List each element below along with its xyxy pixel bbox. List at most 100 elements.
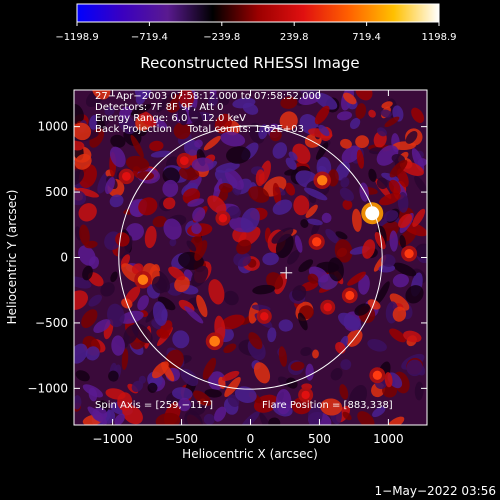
noise-blob [338,312,362,331]
noise-blob [381,101,393,109]
noise-blob [262,252,279,266]
noise-blob [399,234,406,249]
noise-blob [144,225,157,249]
noise-blob [412,208,426,228]
noise-blob [321,212,332,223]
noise-blob [110,271,118,283]
noise-blob [339,384,349,400]
noise-blob [194,139,203,148]
noise-blob [222,370,240,381]
noise-blob [76,187,99,198]
bright-source [345,290,355,300]
noise-blob [330,367,343,381]
noise-blob [168,266,186,281]
bright-source [404,248,414,259]
noise-blob [233,252,251,267]
noise-blob [398,213,413,229]
noise-blob [318,124,330,137]
noise-blob [152,118,168,129]
noise-blob [382,383,397,398]
y-tick-label: 1000 [37,120,68,134]
noise-blob [74,153,92,170]
noise-blob [355,135,369,149]
noise-blob [85,346,100,361]
noise-blob [186,240,197,252]
noise-blob [388,179,401,195]
noise-blob [135,90,147,105]
noise-blob [214,406,227,422]
y-tick-label: 0 [60,251,68,265]
colorbar [76,3,440,23]
noise-blob [88,294,102,307]
noise-blob [74,103,84,124]
noise-blob [172,387,193,400]
noise-blob [271,227,294,244]
noise-blob [305,363,314,381]
noise-blob [105,388,126,400]
noise-blob [305,204,318,218]
noise-blob [403,330,422,343]
noise-blob [336,111,353,121]
noise-blob [130,104,152,116]
noise-blob [314,105,330,125]
noise-blob [207,195,227,214]
noise-blob [356,149,365,169]
bright-source [260,312,269,321]
info-line-3: Energy Range: 6.0 − 12.0 keV [95,113,246,124]
noise-blob [223,343,237,354]
noise-blob [118,114,136,135]
noise-blob [290,361,305,371]
noise-blob [406,359,423,377]
bright-source [209,335,220,347]
noise-blob [252,284,276,295]
noise-blob [156,328,170,339]
noise-blob [74,343,88,364]
noise-blob [178,166,200,181]
spin-axis-label: Spin Axis = [259,−117] [95,400,213,411]
noise-blob [294,235,303,253]
noise-blob [178,90,194,108]
noise-blob [339,187,354,202]
noise-blob [242,102,259,115]
noise-blob [78,245,96,266]
noise-blob [165,349,184,371]
noise-blob [163,197,176,210]
noise-blob [202,357,217,380]
noise-blob [147,382,158,393]
noise-blob [74,140,85,151]
noise-blob [405,285,424,304]
noise-blob [163,218,182,240]
noise-blob [121,348,129,370]
noise-blob [156,92,175,113]
y-tick-label: −1000 [27,381,68,395]
noise-blob [109,194,124,208]
noise-blob [300,346,312,357]
noise-blob [92,407,108,422]
x-tick-label: 500 [308,432,331,446]
noise-blob [162,167,180,185]
noise-blob [307,273,319,284]
noise-blob [372,406,386,418]
noise-blob [389,293,410,311]
noise-blob [105,177,115,194]
noise-blob [196,294,208,318]
bright-source [312,237,322,247]
noise-blob [151,276,167,294]
noise-blob [137,171,154,181]
noise-blob [203,135,221,151]
noise-blob [109,146,126,168]
colorbar-tick-label: 719.4 [352,32,381,43]
colorbar-tick-label: −719.4 [131,32,168,43]
noise-blob [340,359,352,371]
noise-blob [138,197,158,216]
noise-blob [384,372,393,388]
bright-source [121,171,131,181]
noise-blob [78,203,97,222]
noise-blob [375,281,390,305]
noise-blob [138,110,157,127]
noise-blob [340,138,352,149]
colorbar-tick-label: −239.8 [203,32,240,43]
noise-blob [267,327,277,343]
noise-blob [191,223,202,234]
noise-blob [173,122,191,140]
